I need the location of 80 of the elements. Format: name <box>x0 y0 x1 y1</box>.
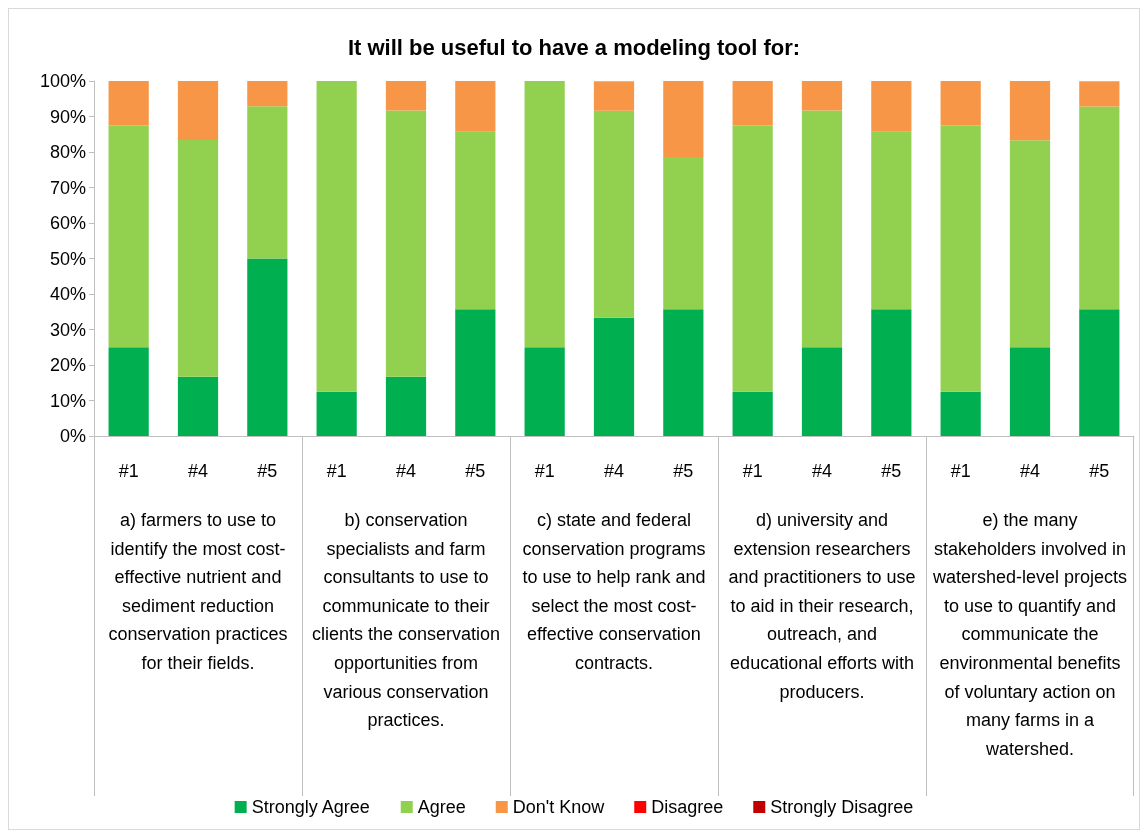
y-tick-label: 20% <box>49 355 86 375</box>
x-tick-label: #4 <box>395 461 417 481</box>
y-tick-label: 90% <box>49 106 86 127</box>
x-tick-label: #4 <box>811 461 833 481</box>
bar <box>593 317 635 436</box>
x-tick-label: #1 <box>118 461 139 481</box>
x-tick-label: #5 <box>257 461 278 481</box>
bar <box>1009 140 1051 348</box>
bar <box>593 81 635 111</box>
text: b) conservation specialists and farm consultants to use to communicate to their clients the conservation opportunities from various conservation practices. <box>310 509 502 733</box>
bar <box>940 81 981 126</box>
bar <box>247 258 288 436</box>
text: d) university and extension researchers and practitioners to use to aid in their research, outreach, and educational efforts with producers. <box>727 509 917 704</box>
y-tick-label: 0% <box>59 426 86 446</box>
bar <box>871 131 912 310</box>
bar <box>593 110 635 318</box>
bar <box>1009 81 1051 141</box>
bar <box>801 110 843 348</box>
bar <box>177 376 219 436</box>
x-tick-label: #5 <box>881 461 902 481</box>
x-tick-label: #4 <box>1019 461 1041 481</box>
text: c) state and federal conservation programs to use to help rank and select the most cost-effective conservation contracts. <box>521 509 707 675</box>
x-tick-label: #4 <box>187 461 209 481</box>
bar <box>732 391 773 436</box>
text: a) farmers to use to identify the most cost-effective nutrient and sediment reduction conservation practices for their fields. <box>107 509 289 675</box>
bar <box>316 81 357 392</box>
y-tick-label: 60% <box>49 213 86 233</box>
y-tick-label: 70% <box>49 177 86 198</box>
bar <box>385 110 427 377</box>
bar <box>524 81 565 348</box>
y-tick-label: 30% <box>49 319 86 340</box>
bar <box>455 81 496 132</box>
bar <box>940 125 981 392</box>
y-tick-label: 80% <box>49 142 86 162</box>
legend-label: Strongly Agree <box>251 797 370 817</box>
bar <box>801 81 843 111</box>
bar <box>1079 309 1120 436</box>
legend-label: Don't Know <box>512 797 606 817</box>
x-tick-label: #4 <box>603 461 625 481</box>
bar <box>455 131 496 310</box>
y-tick-label: 10% <box>49 390 86 411</box>
bar <box>108 347 149 436</box>
bar <box>108 125 149 348</box>
bar <box>732 125 773 392</box>
x-tick-label: #1 <box>326 461 347 481</box>
x-tick-label: #1 <box>950 461 971 481</box>
y-tick-label: 40% <box>49 284 86 304</box>
text: e) the many stakeholders involved in watershed-level projects to use to quantify and communicate the environmental benefits of voluntary action on many farms in a watershed. <box>932 510 1128 759</box>
bar <box>177 81 219 140</box>
y-tick-label: 50% <box>49 248 86 269</box>
bar <box>871 81 912 132</box>
bar <box>316 391 357 436</box>
x-tick-label: #5 <box>673 461 694 481</box>
bar <box>663 81 704 157</box>
x-tick-label: #5 <box>465 461 486 481</box>
bar <box>247 106 288 259</box>
y-tick-label: 100% <box>39 71 86 91</box>
bar <box>940 391 981 436</box>
bar <box>1079 106 1120 310</box>
x-tick-label: #5 <box>1089 461 1110 481</box>
bar <box>871 309 912 436</box>
bar <box>108 81 149 126</box>
bar <box>1079 81 1120 107</box>
x-tick-label: #1 <box>742 461 763 481</box>
bar <box>385 81 427 111</box>
x-tick-label: #1 <box>534 461 555 481</box>
bar <box>801 347 843 436</box>
legend-label: Agree <box>417 797 466 817</box>
bar <box>177 139 219 377</box>
bar <box>455 309 496 436</box>
bar <box>385 376 427 436</box>
bar <box>732 81 773 126</box>
bar <box>247 81 288 107</box>
bar <box>524 347 565 436</box>
bar <box>663 309 704 436</box>
bar <box>1009 347 1051 436</box>
legend-label: Strongly Disagree <box>770 797 914 817</box>
chart-title: It will be useful to have a modeling tool for: <box>347 34 801 60</box>
legend-label: Disagree <box>651 797 724 817</box>
bar <box>663 156 704 310</box>
